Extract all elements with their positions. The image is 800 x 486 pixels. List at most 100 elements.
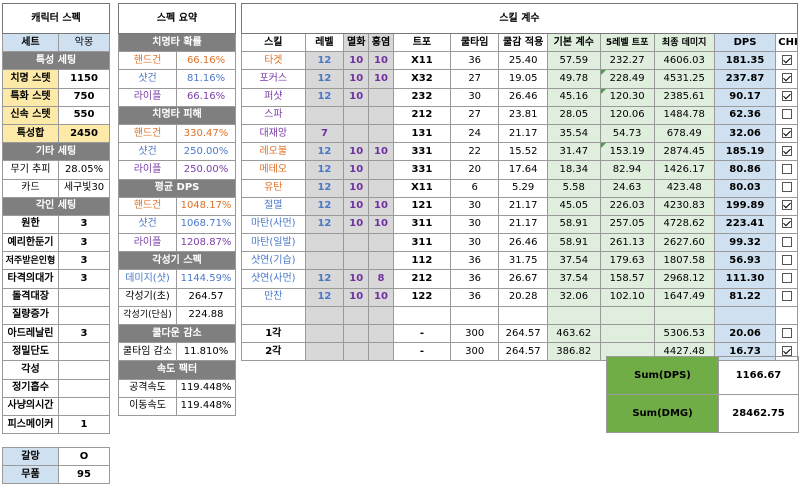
skill-hongyeom-cell[interactable] <box>368 87 394 107</box>
skill-tripod-cell[interactable]: 331 <box>392 142 451 162</box>
skill-hongyeom-cell[interactable] <box>368 233 394 253</box>
engrave-value[interactable] <box>57 287 111 307</box>
skill-level-cell[interactable]: 12 <box>304 287 345 307</box>
skill-level-cell[interactable] <box>304 342 345 362</box>
skill-myeolhwa-cell[interactable]: 10 <box>343 178 370 198</box>
engrave-value[interactable] <box>57 342 111 362</box>
swift-stat-value[interactable]: 550 <box>57 105 111 125</box>
skill-checkbox[interactable] <box>781 254 792 265</box>
skill-hongyeom-cell[interactable] <box>368 105 394 125</box>
engrave-value[interactable]: 3 <box>57 323 111 344</box>
skill-hongyeom-cell[interactable]: 10 <box>368 287 394 307</box>
skill-level-cell[interactable]: 12 <box>304 142 345 162</box>
skill-hongyeom-cell[interactable]: 10 <box>368 196 394 216</box>
skill-checkbox[interactable] <box>781 127 792 138</box>
skill-checkbox[interactable] <box>781 182 792 193</box>
skill-hongyeom-cell[interactable]: 10 <box>368 142 394 162</box>
skill-tripod-cell[interactable]: 311 <box>392 233 451 253</box>
skill-hongyeom-cell[interactable] <box>368 251 394 271</box>
skill-myeolhwa-cell[interactable]: 10 <box>343 196 370 216</box>
skill-myeolhwa-cell[interactable]: 10 <box>343 287 370 307</box>
skill-myeolhwa-cell[interactable] <box>343 233 370 253</box>
longing-value[interactable]: O <box>58 446 110 467</box>
skill-hongyeom-cell[interactable] <box>368 323 394 344</box>
skill-level-cell[interactable]: 12 <box>304 160 345 180</box>
skill-checkbox[interactable] <box>781 200 792 211</box>
skill-myeolhwa-cell[interactable]: 10 <box>343 214 370 235</box>
skill-checkbox[interactable] <box>781 218 792 229</box>
engrave-value[interactable]: 1 <box>57 414 111 435</box>
skill-checkbox[interactable] <box>781 236 792 247</box>
skill-myeolhwa-cell[interactable] <box>343 251 370 271</box>
skill-checkbox[interactable] <box>781 109 792 120</box>
engrave-value[interactable]: 3 <box>57 269 111 289</box>
skill-hongyeom-cell[interactable] <box>368 160 394 180</box>
engrave-value[interactable]: 3 <box>57 233 111 253</box>
skill-level-cell[interactable] <box>304 323 345 344</box>
skill-tripod-cell[interactable]: 121 <box>392 196 451 216</box>
skill-level-cell[interactable]: 12 <box>304 178 345 198</box>
weapon-value[interactable]: 28.05% <box>57 160 111 180</box>
card-value[interactable]: 세구빛30 <box>57 178 111 198</box>
skill-myeolhwa-cell[interactable] <box>343 123 370 144</box>
skill-tripod-cell[interactable]: 311 <box>392 214 451 235</box>
skill-myeolhwa-cell[interactable] <box>343 305 370 326</box>
skill-hongyeom-cell[interactable]: 8 <box>368 269 394 289</box>
skill-hongyeom-cell[interactable] <box>368 123 394 144</box>
engrave-value[interactable] <box>57 360 111 380</box>
engrave-value[interactable] <box>57 305 111 326</box>
skill-tripod-cell[interactable] <box>392 305 451 326</box>
skill-checkbox[interactable] <box>781 54 792 65</box>
engrave-value[interactable]: 3 <box>57 214 111 235</box>
skill-tripod-cell[interactable]: X11 <box>392 178 451 198</box>
skill-level-cell[interactable]: 12 <box>304 51 345 71</box>
skill-hongyeom-cell[interactable] <box>368 342 394 362</box>
weapon-quality-value[interactable]: 95 <box>58 465 110 485</box>
engrave-value[interactable] <box>57 378 111 398</box>
skill-myeolhwa-cell[interactable]: 10 <box>343 160 370 180</box>
skill-level-cell[interactable]: 12 <box>304 196 345 216</box>
skill-level-cell[interactable] <box>304 251 345 271</box>
skill-checkbox[interactable] <box>781 345 792 356</box>
skill-tripod-cell[interactable]: 122 <box>392 287 451 307</box>
skill-checkbox[interactable] <box>781 327 792 338</box>
skill-tripod-cell[interactable]: 232 <box>392 87 451 107</box>
skill-level-cell[interactable]: 12 <box>304 269 345 289</box>
skill-hongyeom-cell[interactable]: 10 <box>368 214 394 235</box>
skill-myeolhwa-cell[interactable]: 10 <box>343 87 370 107</box>
skill-myeolhwa-cell[interactable] <box>343 105 370 125</box>
skill-myeolhwa-cell[interactable]: 10 <box>343 51 370 71</box>
skill-level-cell[interactable]: 12 <box>304 69 345 89</box>
skill-myeolhwa-cell[interactable] <box>343 323 370 344</box>
skill-checkbox[interactable] <box>781 91 792 102</box>
skill-myeolhwa-cell[interactable] <box>343 342 370 362</box>
skill-myeolhwa-cell[interactable]: 10 <box>343 69 370 89</box>
skill-tripod-cell[interactable]: 131 <box>392 123 451 144</box>
set-value[interactable]: 악몽 <box>57 32 111 53</box>
skill-myeolhwa-cell[interactable]: 10 <box>343 142 370 162</box>
skill-tripod-cell[interactable]: 212 <box>392 105 451 125</box>
skill-checkbox[interactable] <box>781 163 792 174</box>
skill-hongyeom-cell[interactable] <box>368 178 394 198</box>
engrave-value[interactable]: 3 <box>57 251 111 271</box>
skill-tripod-cell[interactable]: - <box>392 342 451 362</box>
skill-checkbox[interactable] <box>781 273 792 284</box>
skill-level-cell[interactable]: 7 <box>304 123 345 144</box>
skill-tripod-cell[interactable]: 212 <box>392 269 451 289</box>
engrave-value[interactable] <box>57 396 111 416</box>
crit-stat-value[interactable]: 1150 <box>57 69 111 89</box>
skill-level-cell[interactable] <box>304 105 345 125</box>
skill-hongyeom-cell[interactable] <box>368 305 394 326</box>
skill-myeolhwa-cell[interactable]: 10 <box>343 269 370 289</box>
skill-tripod-cell[interactable]: X11 <box>392 51 451 71</box>
skill-checkbox[interactable] <box>781 291 792 302</box>
skill-level-cell[interactable] <box>304 233 345 253</box>
skill-level-cell[interactable] <box>304 305 345 326</box>
skill-hongyeom-cell[interactable]: 10 <box>368 51 394 71</box>
skill-level-cell[interactable]: 12 <box>304 87 345 107</box>
skill-tripod-cell[interactable]: X32 <box>392 69 451 89</box>
skill-hongyeom-cell[interactable]: 10 <box>368 69 394 89</box>
skill-tripod-cell[interactable]: - <box>392 323 451 344</box>
skill-checkbox[interactable] <box>781 72 792 83</box>
skill-tripod-cell[interactable]: 331 <box>392 160 451 180</box>
